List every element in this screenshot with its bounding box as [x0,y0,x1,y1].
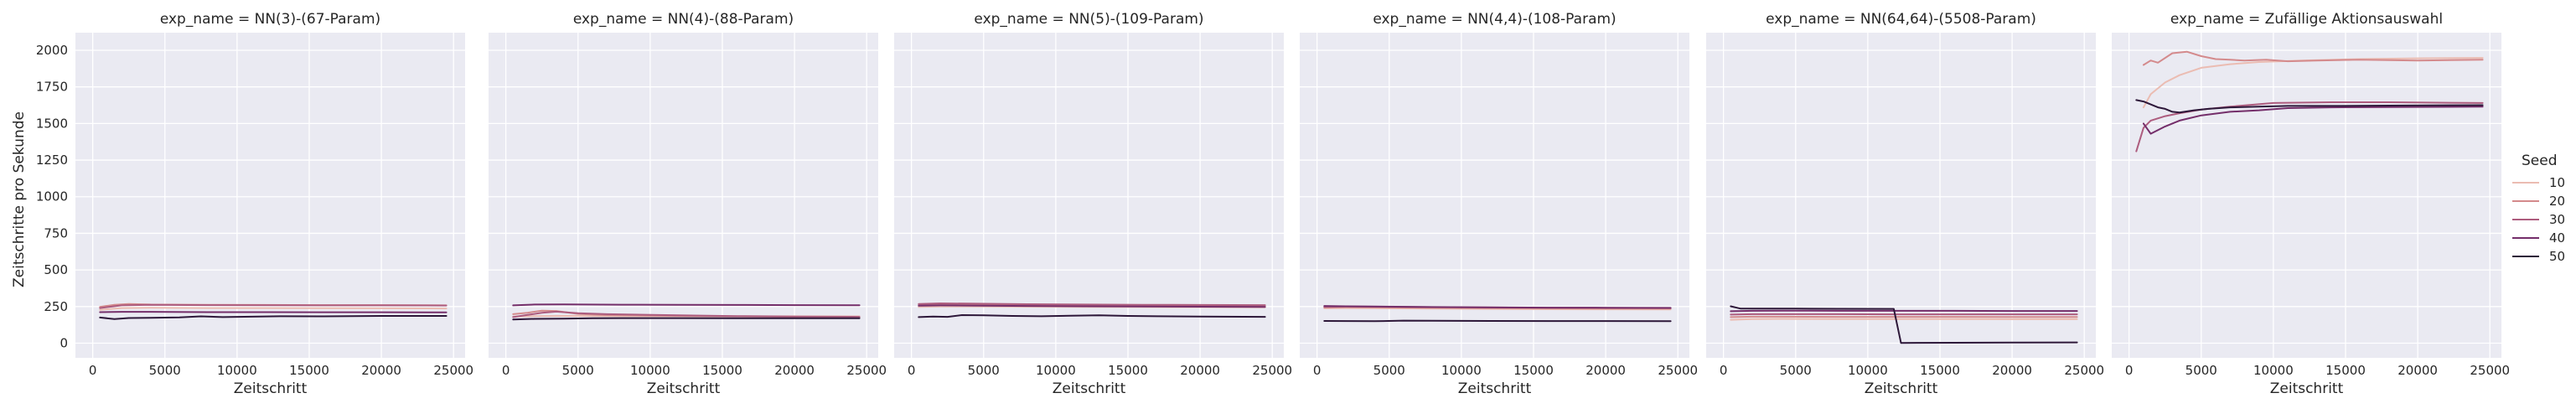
y-tick-label: 1000 [36,189,68,204]
y-tick-label: 1500 [36,116,68,131]
y-tick-label: 0 [59,336,68,351]
x-tick-label: 0 [1720,363,1728,378]
x-tick-label: 15000 [2325,363,2366,378]
x-tick-label: 15000 [1920,363,1960,378]
legend-label: 50 [2549,249,2565,264]
x-tick-label: 0 [502,363,510,378]
x-tick-label: 0 [2125,363,2134,378]
facet-panel: 0 5000 10000 15000 20000 25000 exp_name = Zufä… [2112,11,2510,397]
x-axis-label: Zeitschritt [2270,380,2344,397]
series-line-seed-40 [1730,309,2078,313]
series-line-seed-20 [1730,315,2078,318]
facet-panel: 0 5000 10000 15000 20000 25000 exp_name = NN(4… [1300,11,1698,397]
series-line-seed-40 [99,311,447,313]
panel-title: exp_name = Zufällige Aktionsauswahl [2170,11,2443,28]
x-tick-label: 15000 [289,363,329,378]
panel-title: exp_name = NN(64,64)-(5508-Param) [1766,11,2036,28]
legend-title: Seed [2522,153,2558,169]
y-tick-label: 1750 [36,80,68,95]
panel-background [2112,33,2501,358]
legend-label: 10 [2549,175,2565,190]
y-tick-label: 2000 [36,43,68,58]
series-line-seed-30 [512,310,861,318]
x-tick-label: 20000 [2398,363,2438,378]
facet-panel: 0 5000 10000 15000 20000 25000 exp_name = NN(6… [1706,11,2104,397]
x-tick-label: 10000 [1036,363,1076,378]
x-axis-label: Zeitschritt [234,380,308,397]
x-tick-label: 5000 [1373,363,1405,378]
series-line-seed-50 [1323,319,1672,323]
legend: Seed 10 20 30 40 50 [2512,153,2565,264]
series-line-seed-40 [1323,305,1672,309]
series-line-seed-40 [2142,106,2484,135]
x-tick-label: 0 [89,363,97,378]
x-axis-label: Zeitschritt [1458,380,1532,397]
x-tick-label: 25000 [2064,363,2104,378]
x-tick-label: 25000 [2470,363,2510,378]
series-line-seed-10 [1730,318,2078,321]
facet-panel: 0 5000 10000 15000 20000 25000 exp_name = NN(5… [894,11,1292,397]
x-tick-label: 20000 [1180,363,1220,378]
x-tick-label: 5000 [968,363,1000,378]
y-axis-label: Zeitschritte pro Sekunde [11,111,28,287]
series-line-seed-20 [2142,50,2484,66]
x-tick-label: 10000 [217,363,257,378]
x-tick-label: 5000 [2185,363,2217,378]
legend-label: 20 [2549,194,2565,209]
panel-title: exp_name = NN(3)-(67-Param) [160,11,380,28]
x-tick-label: 10000 [1441,363,1482,378]
x-tick-label: 15000 [1513,363,1554,378]
panel-background [489,33,878,358]
x-tick-label: 5000 [149,363,181,378]
series-line-seed-30 [918,303,1266,307]
series-line-seed-40 [512,303,861,307]
x-tick-label: 20000 [1992,363,2032,378]
x-tick-label: 20000 [774,363,815,378]
x-axis-label: Zeitschritt [1053,380,1126,397]
y-tick-label: 750 [44,225,68,241]
x-axis-label: Zeitschritt [647,380,721,397]
x-tick-label: 25000 [1252,363,1292,378]
legend-label: 30 [2549,212,2565,227]
series-line-seed-40 [918,304,1266,308]
series-line-seed-10 [2142,57,2484,109]
x-tick-label: 25000 [433,363,473,378]
panel-title: exp_name = NN(4,4)-(108-Param) [1373,11,1616,28]
series-line-seed-50 [512,317,861,321]
x-tick-label: 0 [908,363,916,378]
series-line-seed-50 [2135,99,2484,114]
series-line-seed-10 [99,307,447,311]
series-line-seed-50 [918,314,1266,318]
x-tick-label: 25000 [846,363,887,378]
series-line-seed-10 [1323,307,1672,311]
panel-title: exp_name = NN(4)-(88-Param) [573,11,794,28]
y-tick-label: 250 [44,299,68,314]
series-line-seed-50 [1730,305,2078,344]
facet-panel: 0 5000 10000 15000 20000 25000 exp_name = NN(4… [489,11,887,397]
x-tick-label: 5000 [562,363,594,378]
facet-panels: 0 5000 10000 15000 20000 25000025050075010001… [36,11,2510,397]
x-tick-label: 15000 [702,363,742,378]
y-tick-label: 500 [44,262,68,277]
facet-panel: 0 5000 10000 15000 20000 25000 0 250 500 750 1000 1… [36,11,473,397]
x-tick-label: 0 [1313,363,1322,378]
series-line-seed-50 [99,315,447,320]
y-tick-label: 1250 [36,153,68,168]
x-tick-label: 20000 [1585,363,1626,378]
x-tick-label: 10000 [630,363,670,378]
series-line-seed-30 [99,303,447,309]
x-tick-label: 5000 [1780,363,1812,378]
x-tick-label: 10000 [1848,363,1888,378]
panel-background [894,33,1284,358]
x-tick-label: 25000 [1658,363,1698,378]
x-tick-label: 10000 [2253,363,2294,378]
legend-label: 40 [2549,230,2565,246]
x-axis-label: Zeitschritt [1865,380,1938,397]
x-tick-label: 20000 [361,363,401,378]
panel-title: exp_name = NN(5)-(109-Param) [974,11,1203,28]
series-line-seed-30 [1730,313,2078,316]
x-tick-label: 15000 [1108,363,1148,378]
